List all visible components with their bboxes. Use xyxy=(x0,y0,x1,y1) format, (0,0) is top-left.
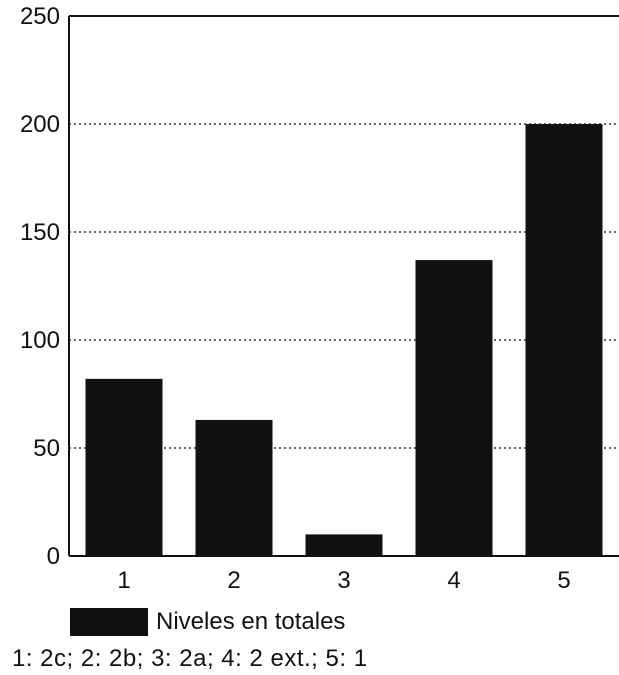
bars xyxy=(85,124,603,556)
x-tick-label: 1 xyxy=(117,567,130,594)
legend: Niveles en totales xyxy=(70,608,345,636)
y-tick-label: 50 xyxy=(33,435,60,462)
bar-5 xyxy=(525,124,603,556)
legend-swatch xyxy=(70,608,148,636)
bar-chart: 0 50 100 150 200 250 1 2 3 4 5 xyxy=(20,3,619,594)
x-tick-label: 3 xyxy=(337,567,350,594)
y-tick-label: 250 xyxy=(20,3,60,30)
y-tick-label: 0 xyxy=(47,543,60,570)
y-tick-label: 200 xyxy=(20,111,60,138)
x-tick-label: 2 xyxy=(227,567,240,594)
bar-3 xyxy=(305,534,383,556)
x-tick-labels: 1 2 3 4 5 xyxy=(117,567,570,594)
y-tick-label: 150 xyxy=(20,219,60,246)
x-tick-label: 4 xyxy=(447,567,460,594)
bar-1 xyxy=(85,378,163,556)
category-note: 1: 2c; 2: 2b; 3: 2a; 4: 2 ext.; 5: 1 xyxy=(12,645,368,672)
x-tick-label: 5 xyxy=(557,567,570,594)
legend-label: Niveles en totales xyxy=(156,608,346,635)
y-tick-labels: 0 50 100 150 200 250 xyxy=(20,3,60,570)
y-tick-label: 100 xyxy=(20,327,60,354)
bar-4 xyxy=(415,260,493,556)
bar-2 xyxy=(195,419,273,556)
